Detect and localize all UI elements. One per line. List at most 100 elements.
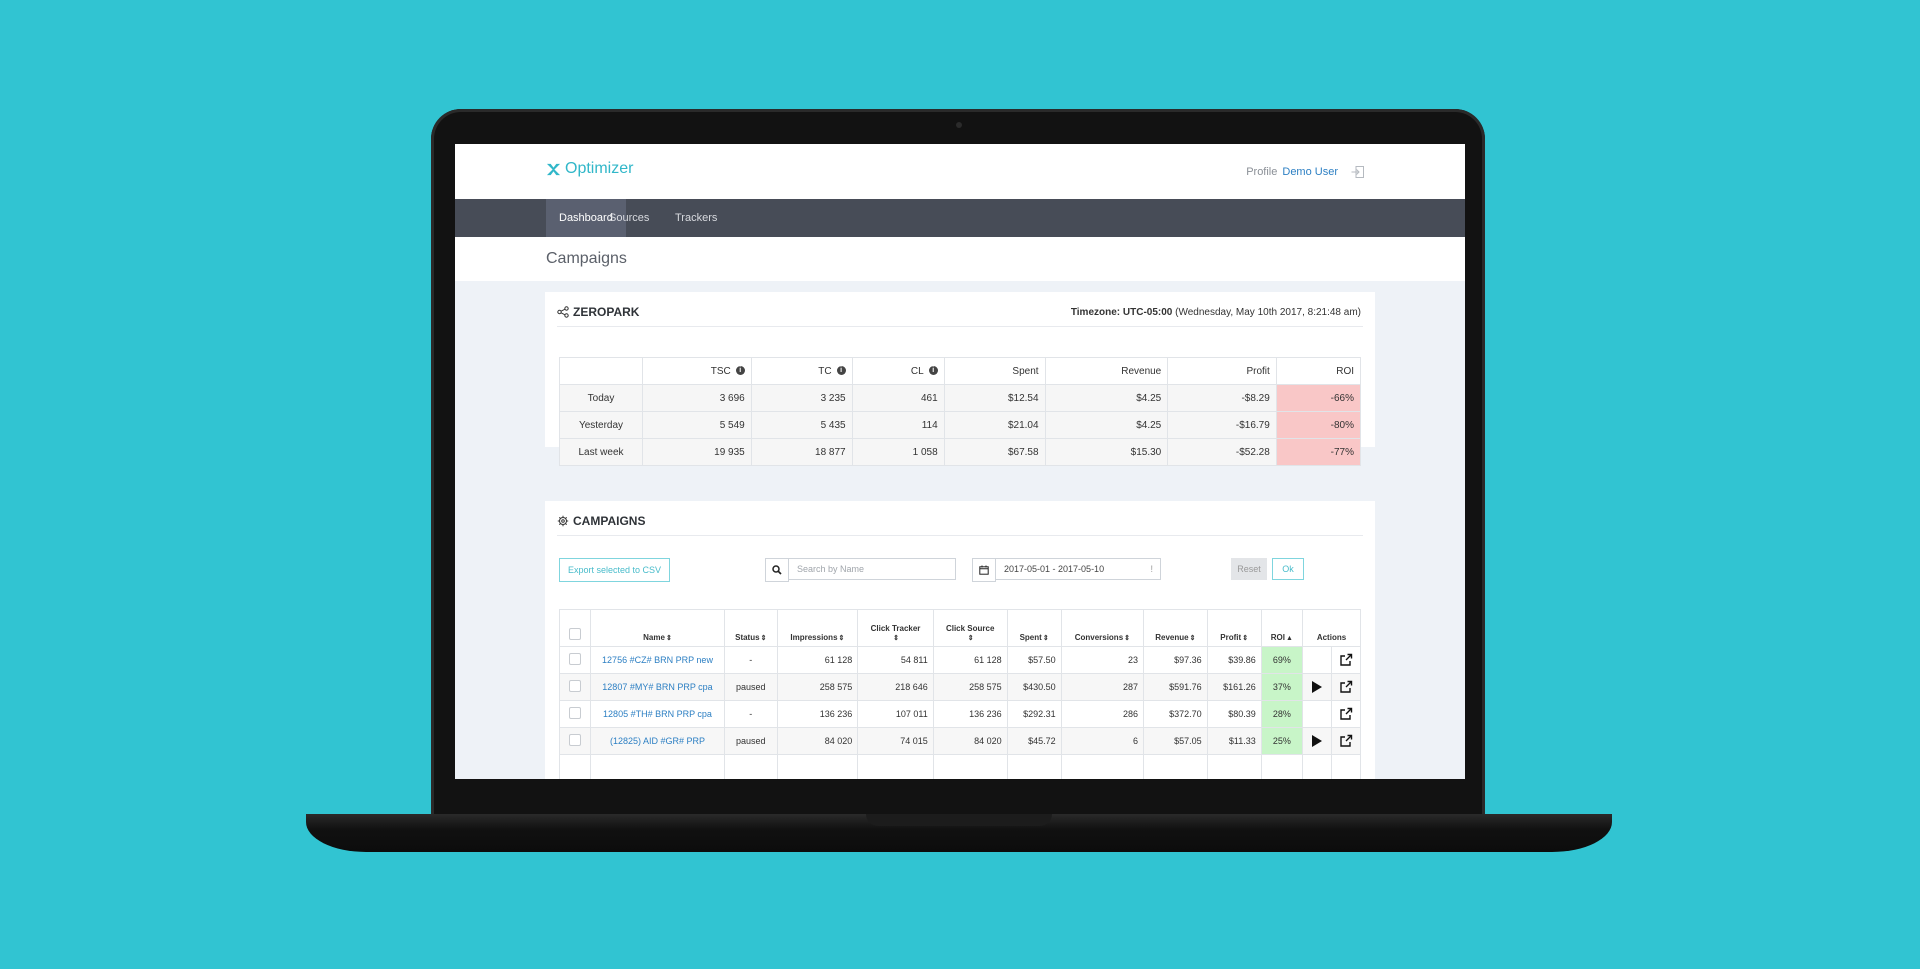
row-checkbox[interactable]	[569, 680, 581, 692]
laptop-camera	[956, 122, 962, 128]
play-icon[interactable]	[1312, 681, 1322, 693]
cell-status: paused	[724, 727, 778, 755]
zeropark-panel: ZEROPARK Timezone: UTC-05:00 (Wednesday,…	[545, 292, 1375, 466]
main-navbar: Dashboard Sources Trackers	[455, 199, 1465, 237]
col-header-click-tracker[interactable]: Click Tracker ⇕	[857, 609, 934, 647]
sort-icon: ⇕	[760, 635, 767, 642]
timezone-label: Timezone: UTC-05:00	[1070, 307, 1173, 318]
profile: Profile Demo User	[1246, 165, 1365, 179]
laptop-base-notch	[866, 814, 1052, 826]
col-header-name[interactable]: Name⇕	[590, 609, 725, 647]
zeropark-title: ZEROPARK	[557, 305, 639, 319]
col-header-conversions[interactable]: Conversions⇕	[1060, 609, 1145, 647]
page-title: Campaigns	[546, 250, 627, 267]
col-header-revenue[interactable]: Revenue⇕	[1143, 609, 1208, 647]
reset-button[interactable]: Reset	[1231, 558, 1267, 580]
external-link-icon[interactable]	[1339, 653, 1353, 667]
col-header-cl[interactable]: CL i	[851, 357, 945, 385]
col-header-tsc[interactable]: TSC i	[642, 357, 752, 385]
export-csv-button[interactable]: Export selected to CSV	[559, 558, 671, 582]
cell-roi: -66%	[1275, 384, 1362, 412]
nav-sources[interactable]: Sources	[609, 212, 650, 224]
table-row: 12807 #MY# BRN PRP cpa paused 258 575 21…	[559, 673, 1361, 701]
cell-impressions: 84 020	[776, 727, 859, 755]
campaign-name-link[interactable]: 12756 #CZ# BRN PRP new	[590, 646, 725, 674]
ok-button[interactable]: Ok	[1272, 558, 1304, 580]
cell-cl: 1 058	[851, 438, 945, 466]
cell-profit: $80.39	[1206, 700, 1262, 728]
cell-profit: $11.33	[1206, 727, 1262, 755]
campaign-name-link[interactable]: 12807 #MY# BRN PRP cpa	[590, 673, 725, 701]
cell-status: paused	[724, 673, 778, 701]
cell-spent: $57.50	[1006, 646, 1062, 674]
cell-cl: 461	[851, 384, 945, 412]
stats-row: Today 3 696 3 235 461 $12.54 $4.25 -$8.2…	[559, 384, 1362, 412]
sort-icon: ⇕	[838, 635, 845, 642]
info-icon[interactable]: i	[836, 366, 846, 376]
cell-spent: $430.50	[1006, 673, 1062, 701]
campaigns-panel: CAMPAIGNS Export selected to CSV 2017-	[545, 501, 1375, 779]
info-icon[interactable]: i	[735, 366, 745, 376]
select-all-header[interactable]	[559, 609, 591, 647]
play-icon[interactable]	[1312, 735, 1322, 747]
row-select[interactable]	[559, 646, 591, 674]
date-range-input[interactable]: 2017-05-01 - 2017-05-10 !	[996, 558, 1161, 580]
select-all-checkbox[interactable]	[569, 628, 581, 640]
cell-conversions: 23	[1060, 646, 1145, 674]
nav-dashboard[interactable]: Dashboard	[546, 199, 626, 237]
cell-cl: 114	[851, 411, 945, 439]
external-link-icon[interactable]	[1339, 734, 1353, 748]
cell-profit: -$52.28	[1167, 438, 1277, 466]
brand-name: Optimizer	[565, 160, 634, 177]
profile-label: Profile	[1246, 166, 1278, 178]
cell-roi: 69%	[1260, 646, 1304, 674]
search-icon[interactable]	[765, 558, 789, 582]
sort-icon: ⇕	[1042, 635, 1049, 642]
cell-click-source: 258 575	[932, 673, 1008, 701]
logout-icon[interactable]	[1351, 165, 1365, 179]
nav-trackers[interactable]: Trackers	[675, 212, 718, 224]
row-select[interactable]	[559, 673, 591, 701]
col-header-profit[interactable]: Profit⇕	[1206, 609, 1262, 647]
cell-spent: $45.72	[1006, 727, 1062, 755]
cell-revenue: $97.36	[1143, 646, 1208, 674]
col-header-status[interactable]: Status⇕	[724, 609, 778, 647]
brand[interactable]: Optimizer	[546, 160, 633, 178]
col-header-spent[interactable]: Spent⇕	[1006, 609, 1062, 647]
col-header-profit: Profit	[1167, 357, 1277, 385]
zeropark-stats-table: TSC i TC i CL i Spent Revenue Profit ROI To…	[559, 357, 1362, 466]
col-header-impressions[interactable]: Impressions⇕	[776, 609, 859, 647]
info-icon[interactable]: i	[928, 366, 938, 376]
row-checkbox[interactable]	[569, 653, 581, 665]
sort-icon: ⇕	[893, 635, 899, 642]
col-header-click-source[interactable]: Click Source ⇕	[932, 609, 1008, 647]
cell-roi: 28%	[1260, 700, 1304, 728]
cell-roi: -77%	[1275, 438, 1362, 466]
col-header-roi: ROI	[1275, 357, 1362, 385]
external-link-icon[interactable]	[1339, 707, 1353, 721]
profile-user-link[interactable]: Demo User	[1282, 166, 1338, 178]
table-row: (12825) AID #GR# PRP paused 84 020 74 01…	[559, 727, 1361, 755]
calendar-icon[interactable]	[972, 558, 996, 582]
row-select[interactable]	[559, 727, 591, 755]
col-header-tc[interactable]: TC i	[750, 357, 853, 385]
timezone-info: Timezone: UTC-05:00 (Wednesday, May 10th…	[1071, 307, 1361, 318]
cell-play	[1302, 700, 1332, 728]
cell-tc: 18 877	[750, 438, 853, 466]
cell-tc: 3 235	[750, 384, 853, 412]
campaign-name-link[interactable]: 12805 #TH# BRN PRP cpa	[590, 700, 725, 728]
cell-tsc: 19 935	[642, 438, 752, 466]
search-input[interactable]	[789, 558, 956, 580]
col-header-revenue: Revenue	[1044, 357, 1169, 385]
cell-spent: $292.31	[1006, 700, 1062, 728]
sort-icon: ⇕	[1124, 635, 1131, 642]
campaign-name-link[interactable]: (12825) AID #GR# PRP	[590, 727, 725, 755]
row-select[interactable]	[559, 700, 591, 728]
external-link-icon[interactable]	[1339, 680, 1353, 694]
col-header-roi[interactable]: ROI▲	[1260, 609, 1304, 647]
sort-icon: ⇕	[1242, 635, 1249, 642]
row-checkbox[interactable]	[569, 734, 581, 746]
date-range-group: 2017-05-01 - 2017-05-10 !	[972, 558, 1161, 582]
cell-revenue: $15.30	[1044, 438, 1169, 466]
row-checkbox[interactable]	[569, 707, 581, 719]
